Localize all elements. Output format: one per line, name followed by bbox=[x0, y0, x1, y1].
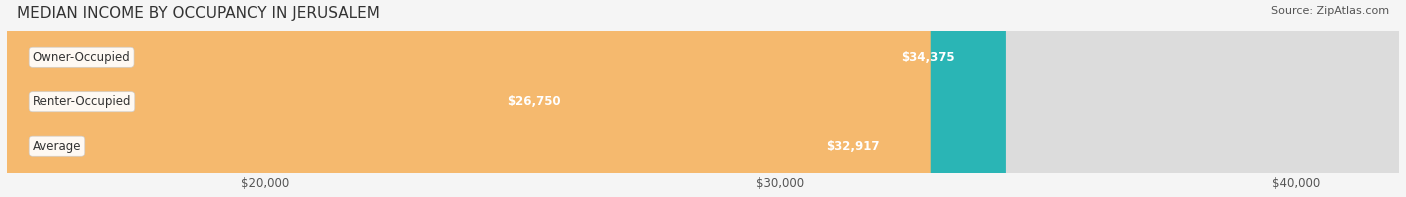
FancyBboxPatch shape bbox=[7, 0, 1399, 197]
Text: $34,375: $34,375 bbox=[901, 51, 955, 64]
FancyBboxPatch shape bbox=[7, 0, 1399, 197]
Text: $32,917: $32,917 bbox=[825, 140, 879, 153]
Text: Renter-Occupied: Renter-Occupied bbox=[32, 95, 131, 108]
Text: Source: ZipAtlas.com: Source: ZipAtlas.com bbox=[1271, 6, 1389, 16]
FancyBboxPatch shape bbox=[7, 0, 1399, 197]
FancyBboxPatch shape bbox=[7, 0, 931, 197]
Text: Owner-Occupied: Owner-Occupied bbox=[32, 51, 131, 64]
Text: $26,750: $26,750 bbox=[508, 95, 561, 108]
FancyBboxPatch shape bbox=[0, 0, 626, 197]
FancyBboxPatch shape bbox=[7, 0, 1005, 197]
Text: MEDIAN INCOME BY OCCUPANCY IN JERUSALEM: MEDIAN INCOME BY OCCUPANCY IN JERUSALEM bbox=[17, 6, 380, 21]
Text: Average: Average bbox=[32, 140, 82, 153]
